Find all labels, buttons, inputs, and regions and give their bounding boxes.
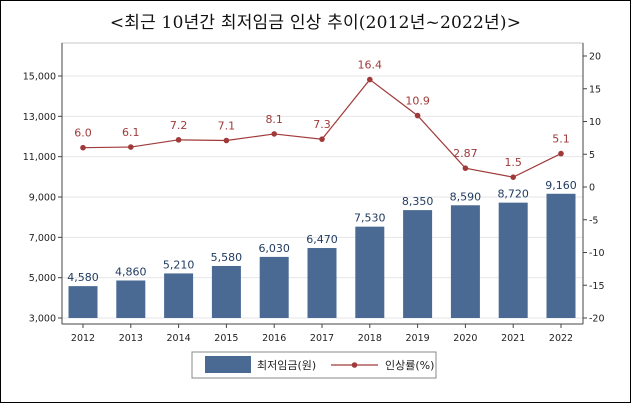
bar-value-label: 6,030 [258, 242, 290, 255]
rate-point [510, 174, 516, 180]
x-tick-label: 2013 [119, 333, 143, 344]
x-tick-label: 2020 [453, 333, 477, 344]
rate-point [462, 165, 469, 172]
y-left-tick-label: 9,000 [29, 193, 56, 204]
bar [307, 248, 337, 318]
rate-value-label: 6.0 [74, 127, 92, 140]
legend-line-marker [351, 362, 358, 368]
x-tick-label: 2022 [549, 333, 573, 344]
bar-value-label: 4,860 [115, 265, 147, 278]
bar-value-label: 8,350 [402, 195, 434, 208]
rate-point [271, 131, 278, 137]
x-tick-label: 2016 [262, 333, 286, 344]
y-left-tick-label: 7,000 [29, 233, 56, 244]
rate-point [414, 112, 421, 119]
bar-value-label: 7,530 [354, 212, 386, 225]
rate-value-label: 2.87 [453, 147, 478, 160]
bar [450, 205, 480, 318]
rate-value-label: 7.1 [218, 119, 236, 132]
rate-point [175, 137, 182, 143]
y-right-tick-label: 15 [589, 84, 601, 95]
rate-point [80, 144, 86, 151]
bar-layer: 4,580 4,860 5,210 5,580 6,030 6,470 7,530 8,350… [67, 179, 577, 318]
rate-value-label: 5.1 [552, 133, 570, 146]
y-right-tick-label: 0 [589, 183, 595, 194]
y-right-tick-label: -15 [589, 281, 605, 292]
x-tick-label: 2021 [501, 333, 525, 344]
rate-value-label: 16.4 [358, 59, 383, 72]
legend-line-label: 인상률(%) [385, 359, 434, 372]
bar-value-label: 8,590 [450, 190, 482, 203]
rate-value-label: 7.3 [313, 118, 331, 131]
y-right-tick-label: 10 [589, 117, 601, 128]
bar [403, 210, 433, 318]
y-right-tick-label: 20 [589, 52, 601, 63]
chart-title: <최근 10년간 최저임금 인상 추이(2012년~2022년)> [109, 13, 522, 33]
bar [68, 286, 98, 318]
rate-point [223, 137, 230, 144]
y-right-tick-label: 5 [589, 150, 595, 161]
rate-value-label: 7.2 [170, 119, 188, 132]
bar [546, 193, 576, 318]
y-right-tick-label: -5 [589, 215, 598, 226]
y-left-tick-label: 11,000 [23, 152, 56, 163]
y-left-tick-label: 5,000 [29, 273, 56, 284]
y-right-tick-label: -10 [589, 248, 605, 259]
x-tick-label: 2019 [406, 333, 430, 344]
bar-value-label: 6,470 [306, 233, 338, 246]
line-layer: 6.0 6.1 7.2 7.1 8.1 7.3 16.4 10.9 2.87 1.5 5.1 [74, 59, 570, 180]
bar [211, 265, 241, 318]
bar [498, 202, 528, 318]
bar-value-label: 5,210 [163, 258, 195, 271]
x-tick-label: 2018 [358, 333, 382, 344]
y-left-tick-label: 3,000 [29, 314, 56, 325]
x-tick-label: 2017 [310, 333, 334, 344]
bar [116, 280, 146, 318]
y-left-tick-label: 13,000 [23, 112, 56, 123]
legend-bar-label: 최저임금(원) [257, 359, 316, 372]
bar-value-label: 9,160 [545, 179, 577, 192]
x-tick-label: 2015 [214, 333, 238, 344]
rate-point [128, 144, 134, 150]
bar-value-label: 4,580 [67, 271, 99, 284]
grid-layer [62, 75, 583, 319]
axis-layer: 3,000 5,000 7,000 9,000 11,000 13,000 15,000 -2… [23, 43, 605, 344]
bar-value-label: 5,580 [211, 251, 243, 264]
bar [355, 226, 385, 318]
bar-value-label: 8,720 [497, 188, 529, 201]
rate-value-label: 8.1 [265, 113, 283, 126]
rate-value-label: 1.5 [504, 156, 522, 169]
rate-point [319, 136, 325, 142]
x-tick-label: 2012 [71, 333, 95, 344]
legend: 최저임금(원) 인상률(%) [191, 351, 437, 379]
x-tick-label: 2014 [167, 333, 191, 344]
bar [164, 273, 194, 318]
legend-bar-swatch [205, 356, 251, 373]
rate-point [367, 76, 373, 83]
bar [259, 256, 289, 318]
rate-point [558, 150, 564, 157]
y-right-tick-label: -20 [589, 314, 605, 325]
rate-value-label: 10.9 [405, 95, 430, 108]
rate-value-label: 6.1 [122, 126, 140, 139]
y-left-tick-label: 15,000 [23, 72, 56, 83]
